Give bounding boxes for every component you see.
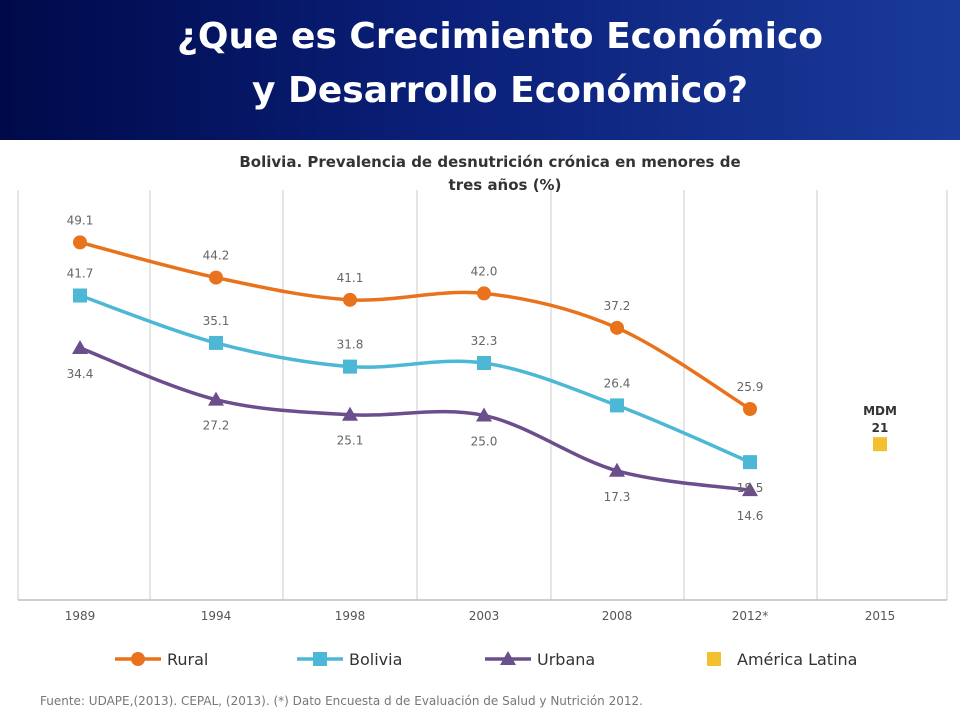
data-labels: 49.1 44.2 41.1 42.0 37.2 25.9 41.7 35.1 31.8 32.3…: [67, 213, 764, 523]
data-label-bolivia: 18.5: [737, 481, 764, 495]
marker-rural: [477, 286, 491, 301]
marker-bolivia: [743, 455, 757, 470]
data-label-urbana: 27.2: [203, 419, 230, 433]
line-bolivia: [79, 293, 751, 464]
data-label-rural: 41.1: [337, 271, 364, 285]
data-label-rural: 25.9: [737, 380, 764, 394]
data-label-rural: 37.2: [604, 299, 631, 313]
x-tick-label: 1989: [65, 609, 96, 623]
marker-bolivia: [73, 288, 87, 303]
legend: Rural Bolivia Urbana América Latina: [115, 650, 857, 669]
legend-marker-bolivia: [313, 652, 327, 666]
x-tick-label: 2008: [602, 609, 633, 623]
marker-urbana: [208, 391, 224, 406]
x-tick-label: 2012*: [732, 609, 769, 623]
marker-urbana: [609, 462, 625, 477]
marker-am-rica-latina: [873, 437, 887, 452]
marker-bolivia: [610, 398, 624, 413]
annotation-mdm: MDM: [863, 404, 897, 418]
data-label-bolivia: 26.4: [604, 376, 631, 390]
x-tick-label: 2003: [469, 609, 500, 623]
legend-label-bolivia: Bolivia: [349, 650, 402, 669]
legend-marker-urbana: [500, 651, 516, 665]
marker-urbana: [72, 339, 88, 354]
data-label-urbana: 25.0: [471, 434, 498, 448]
data-label-bolivia: 31.8: [337, 338, 364, 352]
x-tick-label: 1994: [201, 609, 232, 623]
marker-urbana: [476, 407, 492, 422]
x-axis-ticks: 1989 1994 1998 2003 2008 2012* 2015: [65, 609, 896, 623]
line-chart: Bolivia. Prevalencia de desnutrición cró…: [17, 153, 948, 669]
legend-marker-am-rica-latina: [707, 652, 721, 666]
marker-bolivia: [209, 335, 223, 350]
marker-rural: [209, 270, 223, 285]
legend-marker-rural: [131, 652, 145, 666]
marker-rural: [743, 401, 757, 416]
data-label-urbana: 14.6: [737, 509, 764, 523]
data-label-urbana: 34.4: [67, 367, 94, 381]
legend-label-am-rica-latina: América Latina: [737, 650, 857, 669]
data-label-urbana: 17.3: [604, 490, 631, 504]
gridlines: [17, 190, 948, 601]
marker-rural: [73, 235, 87, 250]
marker-urbana: [742, 482, 758, 497]
source-note: Fuente: UDAPE,(2013). CEPAL, (2013). (*)…: [40, 694, 643, 708]
series-markers: [72, 235, 887, 497]
marker-rural: [610, 320, 624, 335]
marker-bolivia: [477, 356, 491, 371]
line-rural: [79, 240, 751, 411]
data-label-rural: 49.1: [67, 213, 94, 227]
chart-title-line2: tres años (%): [449, 176, 562, 194]
x-tick-label: 2015: [865, 609, 896, 623]
slide-title-line2: y Desarrollo Económico?: [251, 70, 749, 111]
series-lines: [79, 240, 751, 492]
marker-urbana: [342, 406, 358, 421]
data-label-bolivia: 35.1: [203, 314, 230, 328]
data-label-rural: 42.0: [471, 264, 498, 278]
marker-bolivia: [343, 359, 357, 374]
line-urbana: [79, 346, 751, 492]
x-tick-label: 1998: [335, 609, 366, 623]
legend-label-urbana: Urbana: [537, 650, 595, 669]
legend-label-rural: Rural: [167, 650, 208, 669]
marker-rural: [343, 292, 357, 307]
slide-title-line1: ¿Que es Crecimiento Económico: [176, 16, 824, 57]
chart-title-line1: Bolivia. Prevalencia de desnutrición cró…: [239, 153, 740, 171]
data-label-bolivia: 32.3: [471, 334, 498, 348]
annotation-mdm-value: 21: [872, 421, 889, 435]
data-label-bolivia: 41.7: [67, 267, 94, 281]
title-banner: ¿Que es Crecimiento Económico y Desarrol…: [0, 0, 960, 140]
data-label-urbana: 25.1: [337, 434, 364, 448]
data-label-rural: 44.2: [203, 249, 230, 263]
